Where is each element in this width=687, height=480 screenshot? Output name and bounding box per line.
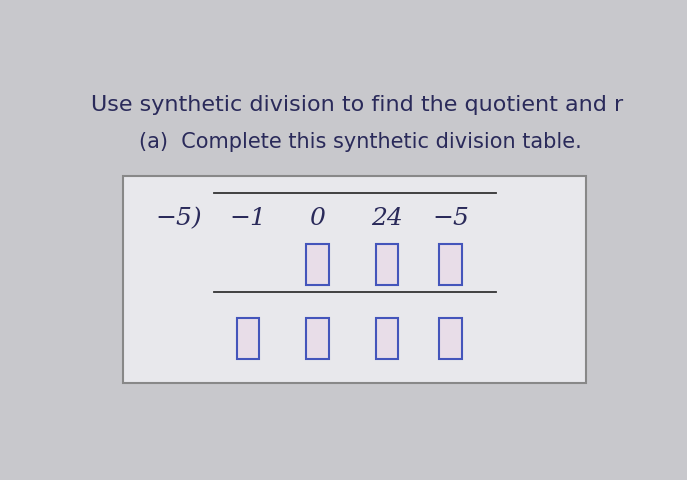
FancyBboxPatch shape <box>440 318 462 359</box>
FancyBboxPatch shape <box>237 318 260 359</box>
Text: −5: −5 <box>432 207 469 230</box>
FancyBboxPatch shape <box>376 318 398 359</box>
Text: Use synthetic division to find the quotient and r: Use synthetic division to find the quoti… <box>91 95 623 115</box>
Text: −5): −5) <box>156 207 203 230</box>
Text: −1: −1 <box>230 207 267 230</box>
FancyBboxPatch shape <box>376 244 398 285</box>
FancyBboxPatch shape <box>440 244 462 285</box>
FancyBboxPatch shape <box>306 244 328 285</box>
Text: 24: 24 <box>371 207 403 230</box>
Text: 0: 0 <box>310 207 326 230</box>
Text: (a)  Complete this synthetic division table.: (a) Complete this synthetic division tab… <box>139 132 582 152</box>
FancyBboxPatch shape <box>306 318 328 359</box>
FancyBboxPatch shape <box>123 176 587 383</box>
